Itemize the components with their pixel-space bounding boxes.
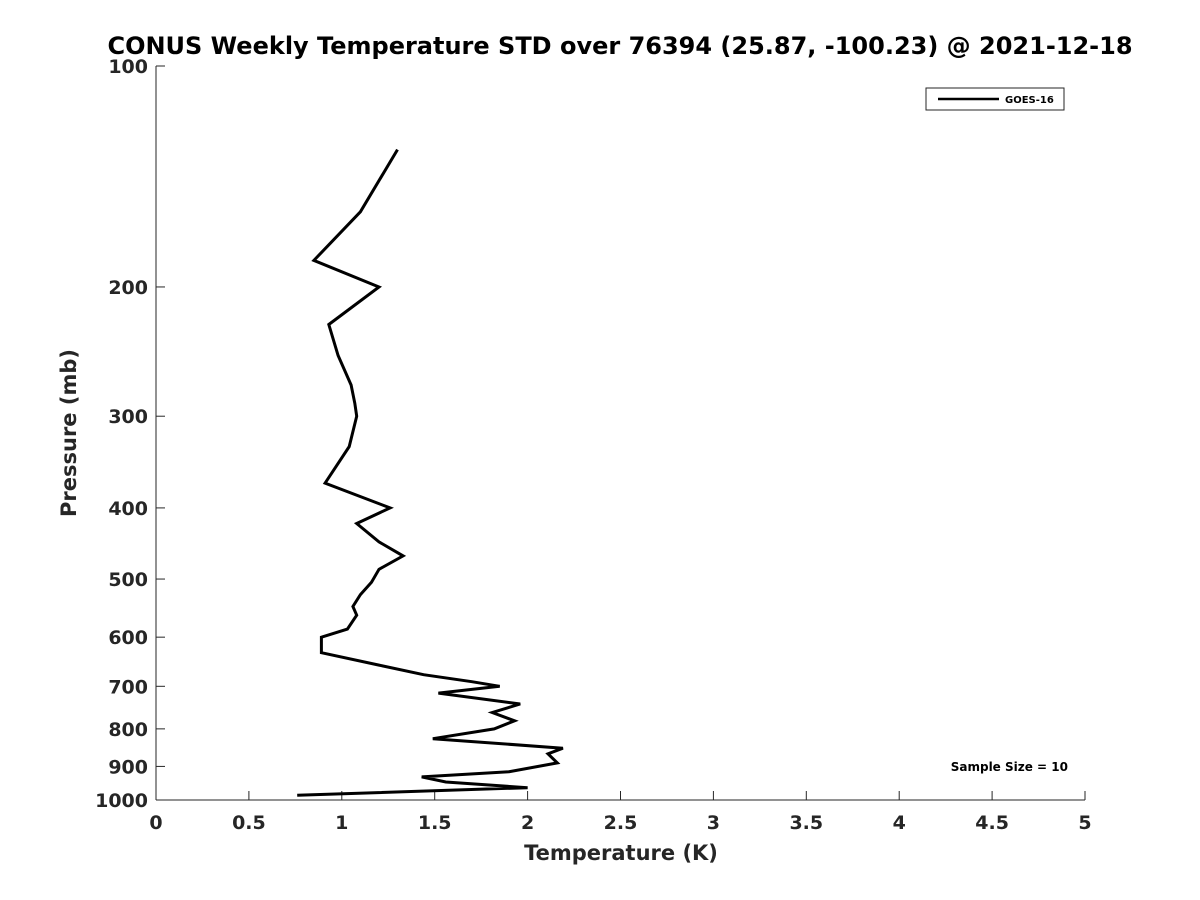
plot-area (155, 66, 1085, 801)
x-axis-label: Temperature (K) (524, 841, 718, 865)
y-tick-label: 300 (108, 406, 148, 428)
y-tick-label: 500 (108, 569, 148, 591)
y-tick-label: 1000 (95, 790, 148, 812)
series-group (297, 148, 564, 797)
x-tick-label: 4.5 (975, 812, 1009, 834)
y-tick-label: 900 (108, 756, 148, 778)
x-tick-label: 0 (149, 812, 162, 834)
x-tick-label: 2 (521, 812, 534, 834)
sample-size-annotation: Sample Size = 10 (951, 760, 1068, 774)
y-tick-label: 100 (108, 56, 148, 78)
x-tick-label: 4 (893, 812, 906, 834)
x-axis-ticks: 0 0.5 1 1.5 2 2.5 3 3.5 4 4.5 5 (149, 791, 1092, 834)
x-tick-label: 2.5 (604, 812, 638, 834)
x-tick-label: 1 (335, 812, 348, 834)
y-tick-label: 600 (108, 627, 148, 649)
x-tick-label: 0.5 (232, 812, 266, 834)
series-line-goes-16 (297, 148, 564, 797)
x-tick-label: 3.5 (789, 812, 823, 834)
legend-entry-goes-16: GOES-16 (1005, 95, 1054, 106)
chart-title: CONUS Weekly Temperature STD over 76394 … (107, 32, 1132, 60)
y-axis-label: Pressure (mb) (57, 349, 81, 517)
y-tick-label: 700 (108, 676, 148, 698)
x-tick-label: 5 (1078, 812, 1091, 834)
y-tick-label: 800 (108, 719, 148, 741)
y-axis-ticks: 100 200 300 400 500 600 700 800 900 1000 (95, 56, 165, 812)
x-tick-label: 1.5 (418, 812, 452, 834)
x-tick-label: 3 (707, 812, 720, 834)
legend: GOES-16 (925, 87, 1065, 111)
y-tick-label: 200 (108, 277, 148, 299)
y-tick-label: 400 (108, 498, 148, 520)
